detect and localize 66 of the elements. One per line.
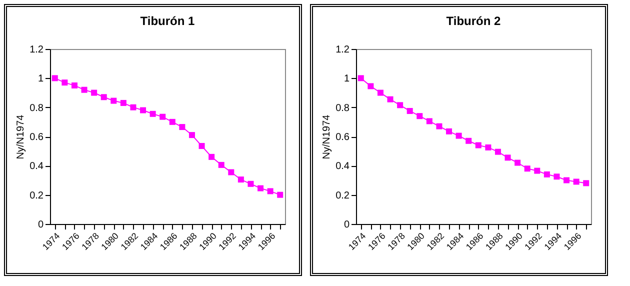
point <box>466 138 472 144</box>
point <box>120 100 126 106</box>
point <box>485 144 492 150</box>
point <box>426 118 432 124</box>
point <box>71 82 78 88</box>
point <box>238 176 244 183</box>
point <box>573 178 580 185</box>
point <box>534 168 540 174</box>
point <box>208 154 215 160</box>
point <box>198 142 205 149</box>
point <box>110 98 117 104</box>
point <box>188 132 195 138</box>
point <box>150 110 156 117</box>
point <box>514 160 521 166</box>
y-tick-label: 1.2 <box>336 44 350 56</box>
point <box>277 192 284 198</box>
point <box>436 123 442 130</box>
point <box>91 90 98 96</box>
point <box>179 124 186 130</box>
point <box>524 166 530 172</box>
y-axis-title: Ny/N1974 <box>322 114 333 160</box>
y-tick-label: 0.6 <box>30 132 44 143</box>
point <box>228 169 234 176</box>
point <box>81 86 88 93</box>
point <box>377 90 384 96</box>
chart-title: Tiburón 1 <box>140 14 196 28</box>
point <box>446 128 452 134</box>
point <box>52 75 58 82</box>
point <box>169 118 176 125</box>
y-tick-label: 0.2 <box>30 190 44 202</box>
y-tick-label: 0 <box>344 220 350 230</box>
y-tick-label: 0.6 <box>336 132 350 143</box>
y-tick-label: 0.8 <box>336 102 350 114</box>
point <box>248 180 254 187</box>
point <box>130 104 136 110</box>
chart-title: Tiburón 2 <box>446 14 502 28</box>
point <box>554 174 560 180</box>
y-tick-label: 1 <box>344 74 350 85</box>
point <box>504 154 511 161</box>
y-tick-label: 0.2 <box>336 190 350 202</box>
point <box>258 185 264 192</box>
point <box>397 102 404 108</box>
y-tick-label: 0.8 <box>30 102 44 114</box>
point <box>218 162 224 168</box>
y-axis-title: Ny/N1974 <box>16 114 27 160</box>
point <box>140 107 146 114</box>
point <box>416 113 423 120</box>
point <box>387 96 394 102</box>
y-tick-label: 0.4 <box>336 161 350 172</box>
point <box>406 108 413 114</box>
y-tick-label: 1 <box>38 74 44 85</box>
point <box>544 171 550 178</box>
point <box>494 148 501 155</box>
y-tick-label: 0.4 <box>30 161 44 172</box>
point <box>583 180 590 186</box>
point <box>475 142 482 148</box>
point <box>62 80 68 86</box>
point <box>267 188 274 194</box>
point <box>368 83 374 90</box>
point <box>358 75 364 82</box>
point <box>160 114 166 120</box>
y-tick-label: 0 <box>38 220 44 230</box>
point <box>100 94 107 100</box>
point <box>564 177 570 184</box>
point <box>456 132 462 139</box>
y-tick-label: 1.2 <box>30 44 44 56</box>
